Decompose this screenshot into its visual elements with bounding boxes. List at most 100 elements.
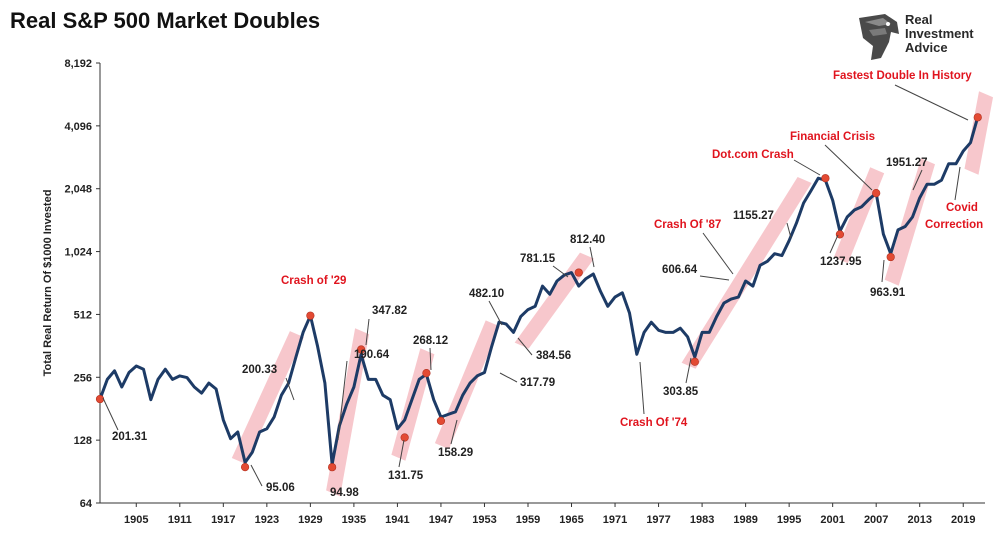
marker-point xyxy=(328,463,337,472)
leader-line xyxy=(337,360,348,441)
value-label: 482.10 xyxy=(469,288,504,300)
marker-point xyxy=(400,433,409,442)
leader-line xyxy=(829,234,839,254)
leader-line xyxy=(912,169,923,191)
leader-line xyxy=(639,361,645,415)
y-tick-label: 1,024 xyxy=(64,247,92,259)
x-tick-label: 1989 xyxy=(733,514,757,526)
marker-point xyxy=(690,357,699,366)
leader-line xyxy=(250,464,263,487)
x-tick-label: 1953 xyxy=(472,514,496,526)
value-label: 131.75 xyxy=(388,470,424,482)
leader-line xyxy=(429,347,432,371)
highlight-band xyxy=(833,167,885,264)
value-label: 200.33 xyxy=(242,364,277,376)
leader-line xyxy=(488,300,503,326)
value-label: 95.06 xyxy=(266,482,295,494)
y-tick-label: 2,048 xyxy=(64,184,92,196)
leader-lines xyxy=(102,84,969,487)
y-tick-label: 4,096 xyxy=(64,121,92,133)
highlight-band xyxy=(964,91,993,175)
value-label: 606.64 xyxy=(662,264,698,276)
eagle-head-icon xyxy=(859,14,899,60)
value-label: 190.64 xyxy=(354,349,390,361)
value-label: 1237.95 xyxy=(820,256,862,268)
x-tick-label: 1947 xyxy=(429,514,453,526)
callout-label: Correction xyxy=(925,219,983,231)
value-label: 963.91 xyxy=(870,287,906,299)
value-label: 347.82 xyxy=(372,305,407,317)
x-tick-label: 2013 xyxy=(907,514,931,526)
marker-point xyxy=(835,230,845,239)
y-tick-label: 512 xyxy=(74,309,92,321)
annotation-labels: 201.31 95.06 200.33 94.98 190.64 347.82 131.75… xyxy=(112,70,983,499)
y-tick-label: 64 xyxy=(80,498,93,510)
callout-label: Crash of '29 xyxy=(281,275,346,287)
marker-point xyxy=(422,368,431,378)
leader-line xyxy=(499,372,518,383)
x-tick-label: 1995 xyxy=(777,514,801,526)
logo-line-3: Advice xyxy=(905,40,948,55)
value-label: 384.56 xyxy=(536,350,571,362)
leader-line xyxy=(824,144,873,191)
marker-point xyxy=(821,174,830,183)
value-label: 201.31 xyxy=(112,431,148,443)
x-tick-label: 1911 xyxy=(168,514,192,526)
leader-line xyxy=(954,166,961,201)
y-axis-label: Total Real Return Of $1000 Invested xyxy=(42,190,54,377)
marker-point xyxy=(436,416,446,425)
highlight-band xyxy=(231,331,304,464)
leader-line xyxy=(398,439,405,468)
leader-line xyxy=(517,337,533,356)
leader-line xyxy=(552,265,569,278)
value-label: 268.12 xyxy=(413,335,448,347)
x-tick-label: 1905 xyxy=(124,514,148,526)
callout-label: Crash Of '74 xyxy=(620,417,688,429)
y-tick-label: 8,192 xyxy=(64,58,92,70)
logo-line-1: Real xyxy=(905,12,933,27)
x-tick-label: 1923 xyxy=(255,514,279,526)
x-tick-label: 2007 xyxy=(864,514,888,526)
x-tick-label: 2001 xyxy=(820,514,844,526)
callout-label: Covid xyxy=(946,202,978,214)
x-tick-label: 1977 xyxy=(646,514,670,526)
leader-line xyxy=(589,246,595,268)
x-tick-label: 1983 xyxy=(690,514,714,526)
leader-line xyxy=(365,318,370,346)
leader-line xyxy=(685,357,692,384)
marker-point xyxy=(240,463,250,472)
callout-label: Fastest Double In History xyxy=(833,70,972,82)
leader-line xyxy=(102,397,119,431)
value-label: 317.79 xyxy=(520,377,555,389)
leader-line xyxy=(699,275,730,281)
marker-point xyxy=(95,394,105,404)
x-tick-label: 1965 xyxy=(559,514,583,526)
value-label: 1951.27 xyxy=(886,157,928,169)
x-tick-label: 1941 xyxy=(385,514,409,526)
highlight-band xyxy=(391,348,435,461)
x-tick-label: 1917 xyxy=(211,514,235,526)
leader-line xyxy=(450,419,458,445)
marker-point xyxy=(306,311,315,320)
leader-line xyxy=(786,222,792,239)
leader-line xyxy=(793,159,821,176)
value-label: 158.29 xyxy=(438,447,473,459)
x-tick-label: 2019 xyxy=(951,514,975,526)
x-tick-label: 1935 xyxy=(342,514,366,526)
leader-line xyxy=(702,232,734,275)
value-label: 1155.27 xyxy=(733,210,774,222)
x-tick-label: 1959 xyxy=(516,514,540,526)
marker-point xyxy=(886,252,895,262)
leader-line xyxy=(894,84,969,121)
marker-point xyxy=(973,113,982,122)
x-tick-label: 1971 xyxy=(603,514,627,526)
x-tick-label: 1929 xyxy=(298,514,322,526)
value-label: 94.98 xyxy=(330,487,359,499)
brand-logo: Real Investment Advice xyxy=(855,12,990,62)
marker-point xyxy=(357,345,366,354)
chart-title: Real S&P 500 Market Doubles xyxy=(10,8,321,33)
markers-layer xyxy=(95,113,982,472)
value-label: 812.40 xyxy=(570,234,605,246)
axes: 64 128 256 512 1,024 2,048 4,096 8,192 1905 1911 1… xyxy=(42,58,985,526)
leader-line xyxy=(881,259,885,283)
